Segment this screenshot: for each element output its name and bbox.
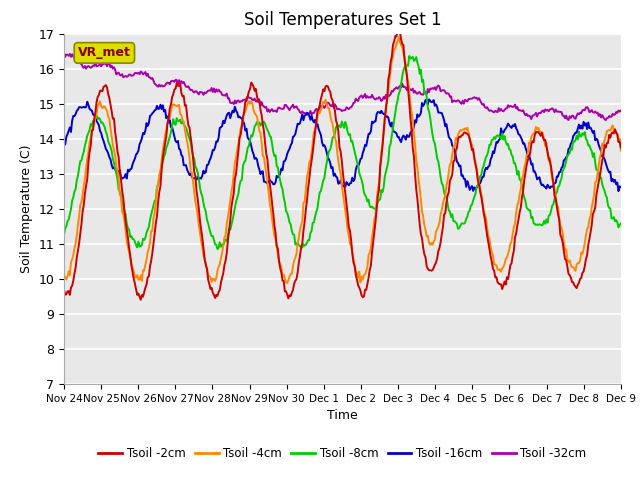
Tsoil -16cm xyxy=(60,143,68,148)
Tsoil -32cm xyxy=(60,50,68,56)
Tsoil -16cm xyxy=(470,184,478,190)
Tsoil -32cm xyxy=(602,117,609,123)
Tsoil -8cm xyxy=(617,221,625,227)
Tsoil -8cm xyxy=(296,243,304,249)
Y-axis label: Soil Temperature (C): Soil Temperature (C) xyxy=(20,144,33,273)
Tsoil -4cm xyxy=(401,54,408,60)
Line: Tsoil -8cm: Tsoil -8cm xyxy=(64,56,621,249)
Tsoil -2cm xyxy=(373,206,381,212)
Tsoil -8cm xyxy=(373,203,381,208)
Tsoil -8cm xyxy=(214,246,221,252)
Tsoil -8cm xyxy=(399,68,407,73)
Tsoil -2cm xyxy=(60,287,68,293)
Tsoil -4cm xyxy=(284,280,291,286)
Tsoil -2cm xyxy=(472,162,479,168)
Tsoil -2cm xyxy=(296,253,304,259)
Tsoil -32cm xyxy=(372,96,380,102)
Line: Tsoil -16cm: Tsoil -16cm xyxy=(64,99,621,191)
Line: Tsoil -2cm: Tsoil -2cm xyxy=(64,30,621,300)
Tsoil -16cm xyxy=(614,188,622,194)
Tsoil -4cm xyxy=(234,147,241,153)
Tsoil -16cm xyxy=(617,184,625,190)
Tsoil -4cm xyxy=(568,264,576,270)
Tsoil -8cm xyxy=(472,191,479,197)
Line: Tsoil -32cm: Tsoil -32cm xyxy=(64,53,621,120)
Tsoil -16cm xyxy=(399,135,406,141)
Tsoil -2cm xyxy=(394,27,401,33)
Legend: Tsoil -2cm, Tsoil -4cm, Tsoil -8cm, Tsoil -16cm, Tsoil -32cm: Tsoil -2cm, Tsoil -4cm, Tsoil -8cm, Tsoi… xyxy=(93,443,591,465)
Tsoil -32cm xyxy=(566,113,573,119)
Tsoil -4cm xyxy=(373,198,381,204)
Tsoil -16cm xyxy=(425,96,433,102)
Tsoil -8cm xyxy=(60,232,68,238)
Tsoil -2cm xyxy=(568,279,576,285)
X-axis label: Time: Time xyxy=(327,409,358,422)
Text: VR_met: VR_met xyxy=(78,47,131,60)
Tsoil -4cm xyxy=(472,160,479,166)
Tsoil -8cm xyxy=(568,147,576,153)
Tsoil -2cm xyxy=(401,57,408,63)
Tsoil -32cm xyxy=(399,81,406,86)
Tsoil -32cm xyxy=(295,107,303,113)
Line: Tsoil -4cm: Tsoil -4cm xyxy=(64,37,621,283)
Tsoil -16cm xyxy=(372,119,380,124)
Tsoil -2cm xyxy=(234,148,242,154)
Tsoil -4cm xyxy=(60,275,68,280)
Tsoil -32cm xyxy=(469,95,477,101)
Tsoil -2cm xyxy=(617,144,625,150)
Tsoil -8cm xyxy=(234,191,242,196)
Title: Soil Temperatures Set 1: Soil Temperatures Set 1 xyxy=(244,11,441,29)
Tsoil -4cm xyxy=(617,148,625,154)
Tsoil -4cm xyxy=(296,227,304,233)
Tsoil -2cm xyxy=(137,297,145,303)
Tsoil -32cm xyxy=(617,108,625,113)
Tsoil -8cm xyxy=(405,53,413,59)
Tsoil -16cm xyxy=(234,109,241,115)
Tsoil -32cm xyxy=(234,98,241,104)
Tsoil -16cm xyxy=(295,121,303,127)
Tsoil -16cm xyxy=(567,141,575,146)
Tsoil -4cm xyxy=(395,34,403,40)
